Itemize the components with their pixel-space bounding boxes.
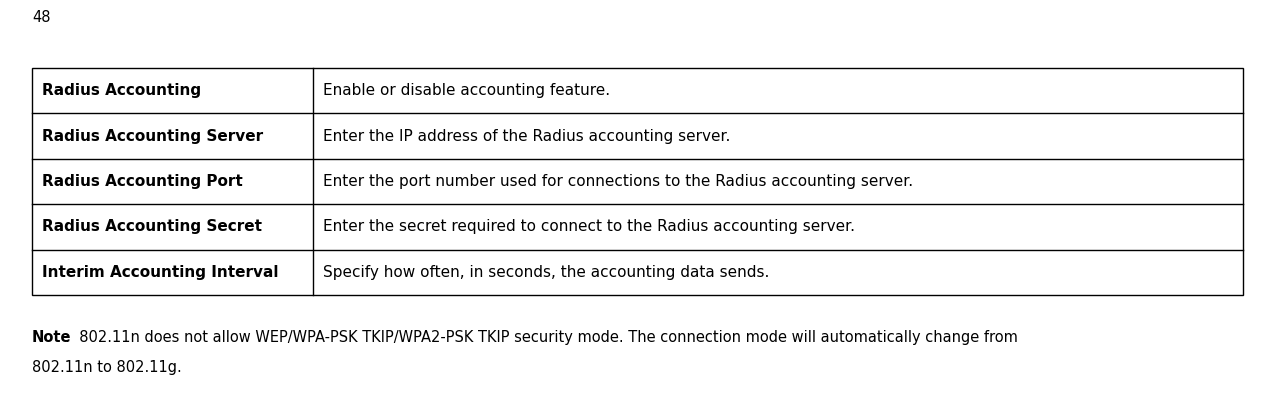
Text: Enable or disable accounting feature.: Enable or disable accounting feature. [323,83,609,98]
Text: 802.11n to 802.11g.: 802.11n to 802.11g. [32,360,182,375]
Text: Enter the IP address of the Radius accounting server.: Enter the IP address of the Radius accou… [323,129,731,144]
Text: Radius Accounting Secret: Radius Accounting Secret [42,219,261,234]
Text: Radius Accounting Server: Radius Accounting Server [42,129,263,144]
Bar [32,68,1243,295]
Text: :  802.11n does not allow WEP/WPA-PSK TKIP/WPA2-PSK TKIP security mode. The conn: : 802.11n does not allow WEP/WPA-PSK TKI… [65,330,1017,345]
Text: Radius Accounting: Radius Accounting [42,83,201,98]
Text: Interim Accounting Interval: Interim Accounting Interval [42,265,278,280]
Text: Enter the port number used for connections to the Radius accounting server.: Enter the port number used for connectio… [323,174,913,189]
Text: Note: Note [32,330,71,345]
Text: Radius Accounting Port: Radius Accounting Port [42,174,242,189]
Text: Enter the secret required to connect to the Radius accounting server.: Enter the secret required to connect to … [323,219,856,234]
Text: 48: 48 [32,10,51,25]
Text: Specify how often, in seconds, the accounting data sends.: Specify how often, in seconds, the accou… [323,265,769,280]
